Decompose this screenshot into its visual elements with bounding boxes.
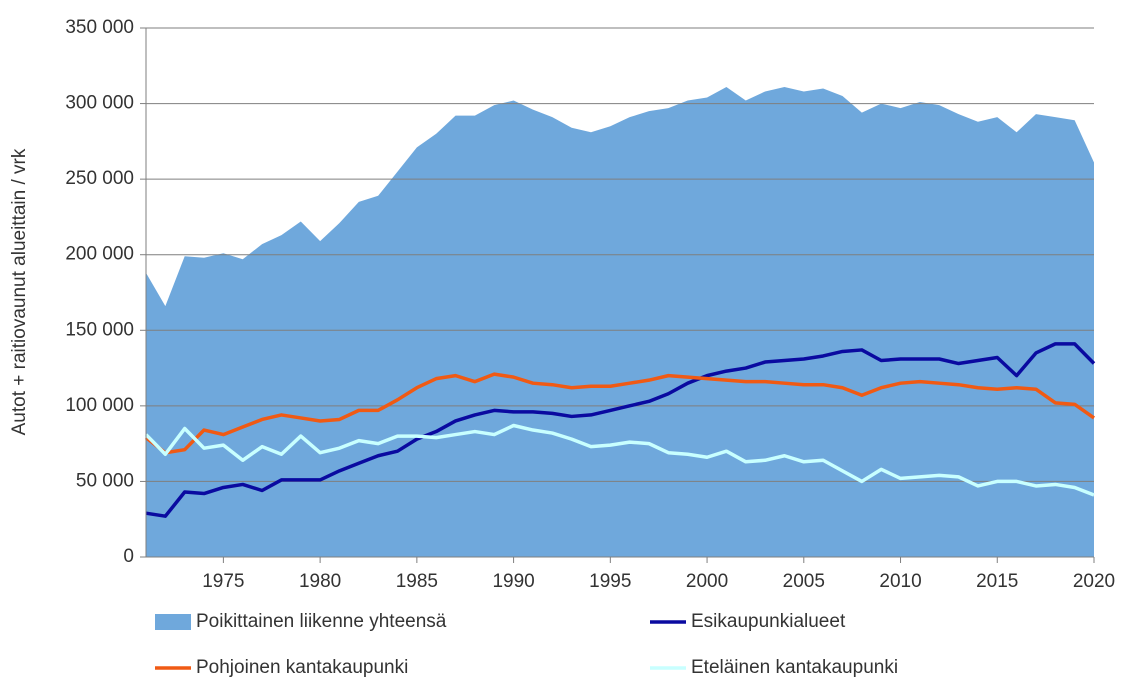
x-tick-label: 1980 xyxy=(299,571,341,592)
y-tick-label: 50 000 xyxy=(76,470,134,491)
x-tick-label: 1990 xyxy=(492,571,534,592)
y-tick-label: 150 000 xyxy=(65,319,134,340)
x-tick-label: 2020 xyxy=(1073,571,1115,592)
legend-label: Poikittainen liikenne yhteensä xyxy=(196,611,447,632)
x-tick-label: 2010 xyxy=(879,571,921,592)
x-tick-label: 1995 xyxy=(589,571,631,592)
y-tick-label: 350 000 xyxy=(65,17,134,38)
y-tick-label: 300 000 xyxy=(65,93,134,114)
legend-swatch xyxy=(155,614,191,630)
x-tick-label: 1975 xyxy=(202,571,244,592)
line xyxy=(144,423,1095,497)
x-tick-label: 1985 xyxy=(396,571,438,592)
x-tick-label: 2005 xyxy=(783,571,825,592)
y-tick-label: 100 000 xyxy=(65,395,134,416)
y-axis-label: Autot + raitiovaunut alueittain / vrk xyxy=(9,148,30,435)
area xyxy=(146,86,1094,558)
y-tick-label: 0 xyxy=(123,546,134,567)
legend-label: Pohjoinen kantakaupunki xyxy=(196,657,408,678)
y-tick-label: 200 000 xyxy=(65,244,134,265)
y-tick-label: 250 000 xyxy=(65,168,134,189)
x-tick-label: 2015 xyxy=(976,571,1018,592)
x-tick-label: 2000 xyxy=(686,571,728,592)
legend-label: Esikaupunkialueet xyxy=(691,611,846,632)
legend-label: Eteläinen kantakaupunki xyxy=(691,657,898,678)
line xyxy=(145,342,1096,518)
line xyxy=(144,372,1096,455)
